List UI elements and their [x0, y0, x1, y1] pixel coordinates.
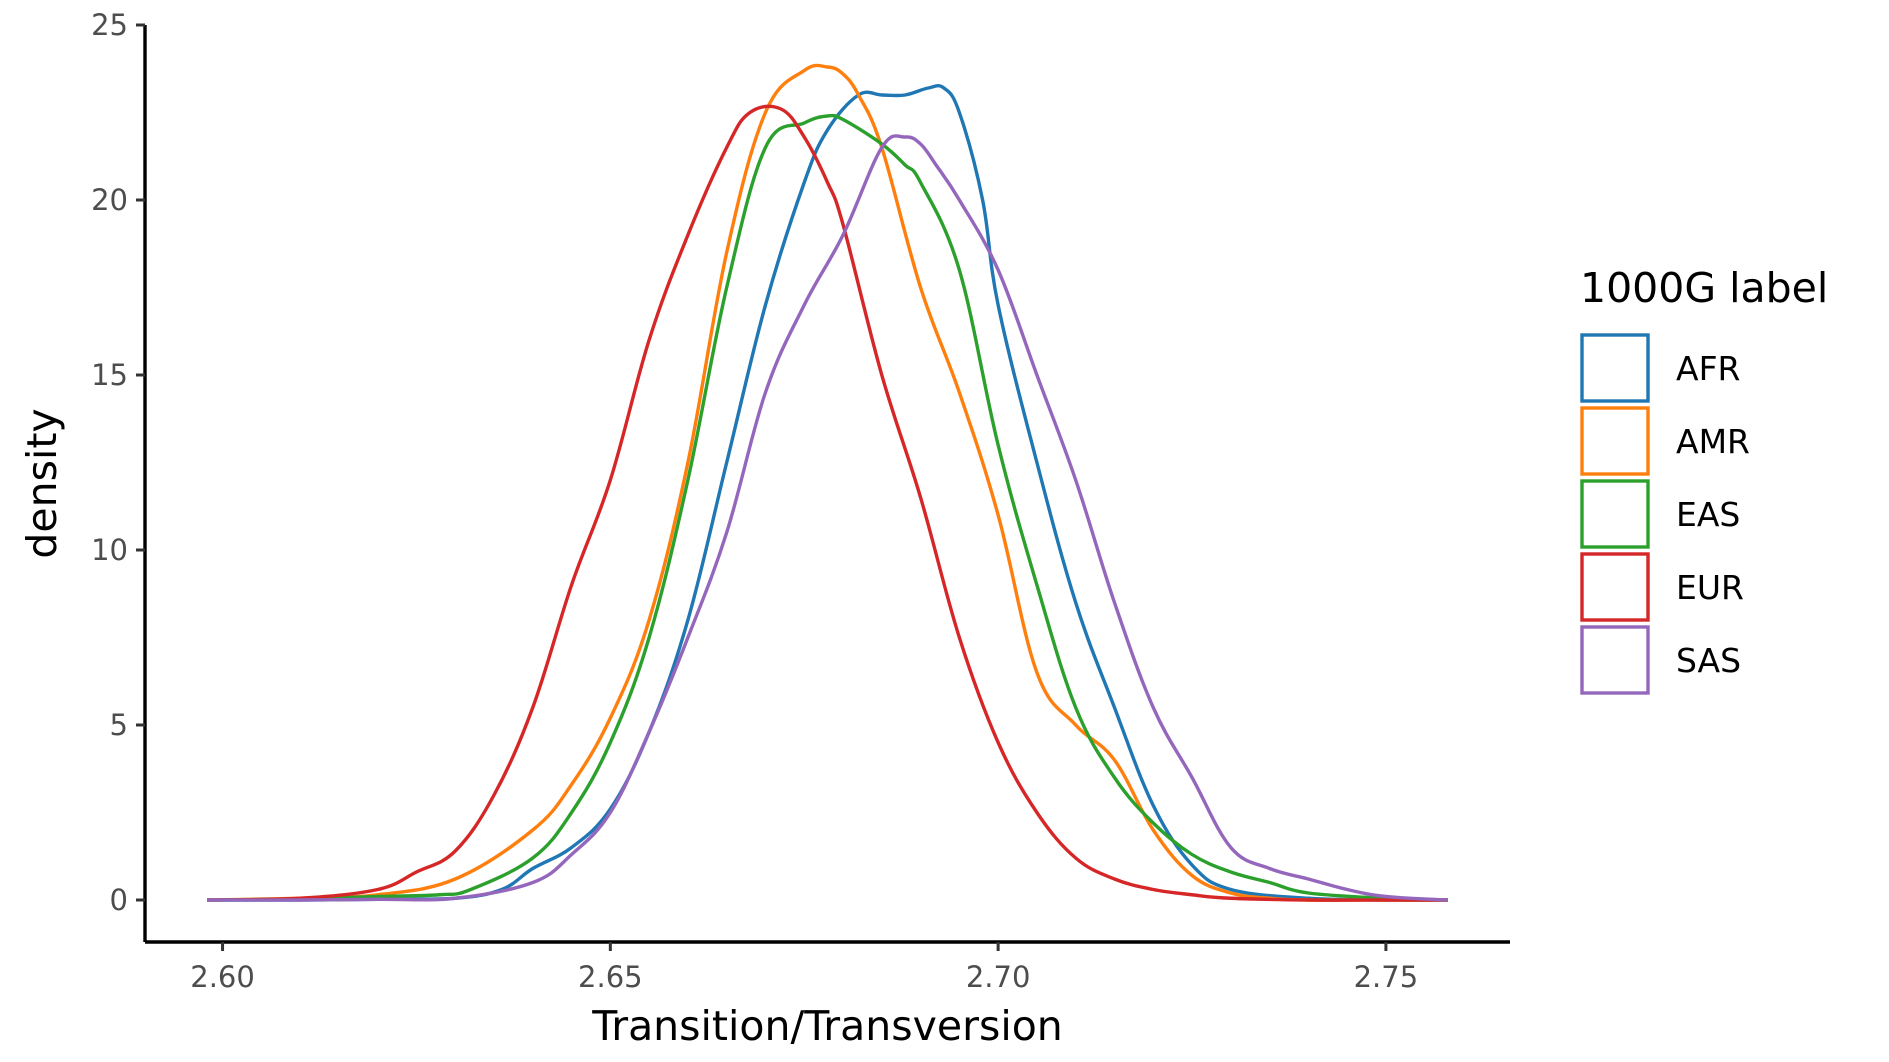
x-tick-label: 2.65 — [578, 960, 643, 994]
legend-item-afr: AFR — [1580, 333, 1741, 403]
legend-key-sas — [1580, 625, 1650, 695]
legend-label: AFR — [1676, 349, 1741, 388]
legend-item-eur: EUR — [1580, 552, 1744, 622]
legend-item-sas: SAS — [1580, 625, 1741, 695]
legend-key-eur — [1580, 552, 1650, 622]
legend-item-amr: AMR — [1580, 406, 1750, 476]
x-tick-label: 2.60 — [190, 960, 255, 994]
axes: 0 5 10 15 20 25 2.60 2.65 2.70 2.75 Transition/Tra… — [18, 8, 1510, 1050]
legend-item-eas: EAS — [1580, 479, 1740, 549]
series-line-eas — [207, 113, 1448, 902]
plot-lines — [207, 63, 1449, 902]
y-tick-label: 25 — [91, 8, 128, 42]
y-tick-label: 5 — [110, 708, 128, 742]
legend-key-afr — [1580, 333, 1650, 403]
legend-key-eas — [1580, 479, 1650, 549]
legend-label: AMR — [1676, 422, 1750, 461]
y-tick-label: 15 — [91, 358, 128, 392]
legend-key-amr — [1580, 406, 1650, 476]
y-tick-label: 10 — [91, 533, 128, 567]
x-axis-title: Transition/Transversion — [591, 1002, 1063, 1050]
y-axis-title: density — [18, 408, 66, 558]
legend: 1000G label AFR AMR EAS EUR SAS — [1580, 264, 1828, 695]
x-tick-label: 2.70 — [966, 960, 1031, 994]
legend-label: SAS — [1676, 641, 1741, 680]
y-tick-label: 0 — [110, 883, 128, 917]
legend-label: EUR — [1676, 568, 1744, 607]
series-line-amr — [207, 63, 1448, 902]
legend-title: 1000G label — [1580, 264, 1828, 312]
x-tick-label: 2.75 — [1354, 960, 1419, 994]
y-tick-label: 20 — [91, 183, 128, 217]
series-line-eur — [207, 104, 1448, 902]
series-line-sas — [207, 134, 1449, 902]
legend-label: EAS — [1676, 495, 1740, 534]
series-line-afr — [207, 84, 1448, 902]
